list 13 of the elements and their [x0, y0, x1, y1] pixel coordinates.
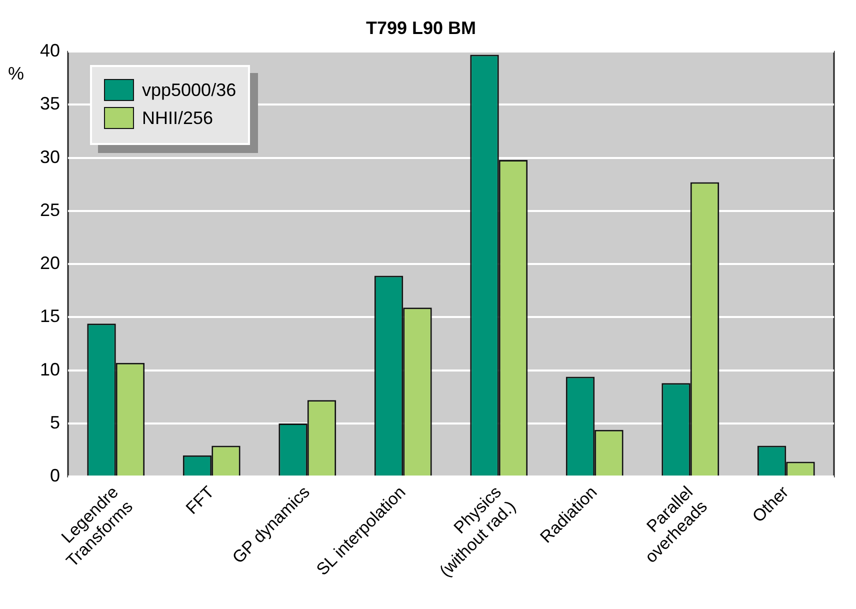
chart-title: T799 L90 BM [366, 18, 476, 38]
y-tick-label: 20 [40, 253, 60, 274]
y-axis-title: % [8, 64, 24, 84]
y-tick-label: 40 [40, 40, 60, 61]
y-tick-label: 25 [40, 200, 60, 220]
y-tick-label: 35 [40, 94, 60, 114]
y-tick-label: 0 [50, 466, 60, 486]
legend-label: vpp5000/36 [142, 80, 236, 100]
legend-label: NHII/256 [142, 108, 214, 128]
y-tick-label: 5 [50, 412, 60, 432]
y-tick-label: 10 [40, 359, 60, 380]
y-tick-label: 30 [40, 146, 60, 167]
y-tick-label: 15 [40, 306, 60, 326]
